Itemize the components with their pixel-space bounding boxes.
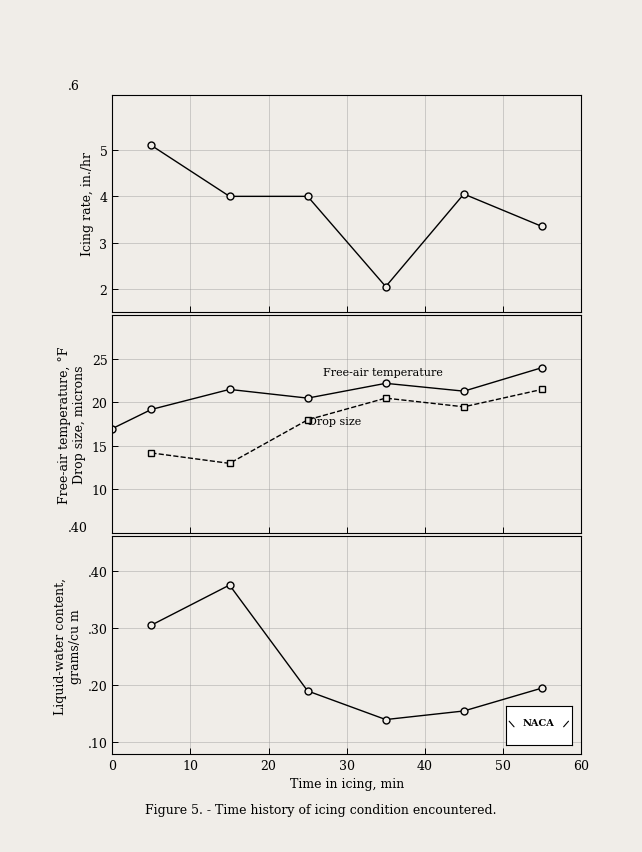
Y-axis label: Free-air temperature, °F
Drop size, microns: Free-air temperature, °F Drop size, micr… xyxy=(58,346,86,504)
Text: .6: .6 xyxy=(68,80,80,93)
Y-axis label: Liquid-water content,
grams/cu m: Liquid-water content, grams/cu m xyxy=(54,577,82,714)
Text: Drop size: Drop size xyxy=(308,417,361,427)
X-axis label: Time in icing, min: Time in icing, min xyxy=(290,777,404,791)
Text: Figure 5. - Time history of icing condition encountered.: Figure 5. - Time history of icing condit… xyxy=(145,803,497,816)
Text: Free-air temperature: Free-air temperature xyxy=(323,367,443,377)
Y-axis label: Icing rate, in./hr: Icing rate, in./hr xyxy=(81,153,94,256)
Text: .40: .40 xyxy=(68,521,88,534)
